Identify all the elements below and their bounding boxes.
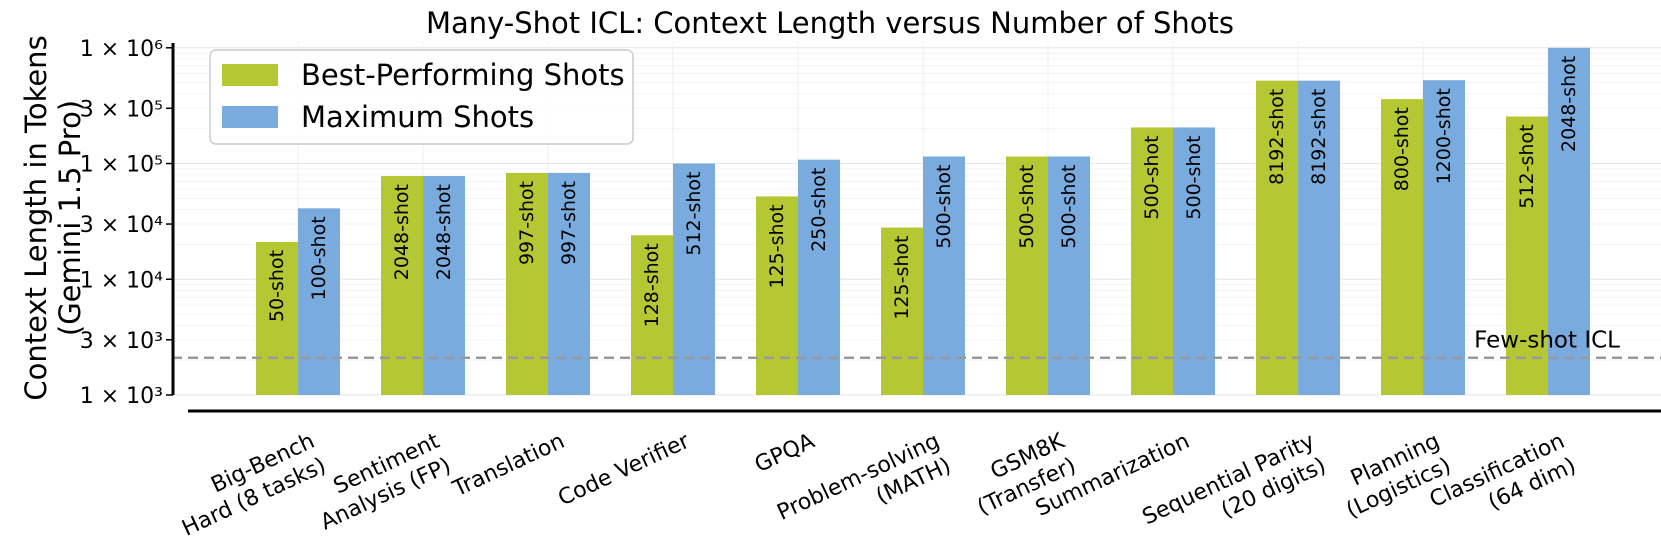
bar-maximum-4 (798, 159, 840, 395)
bar-best-performing-6 (1006, 156, 1048, 395)
x-tick-label-line: Code Verifier (554, 428, 694, 511)
bar-label: 800-shot (1391, 107, 1413, 191)
bar-label: 2048-shot (433, 184, 455, 280)
bar-maximum-2 (548, 172, 590, 395)
x-tick-label: GPQA (751, 429, 818, 478)
bar-maximum-6 (1048, 156, 1090, 395)
bar-label: 1200-shot (1433, 88, 1455, 184)
bar-label: 50-shot (266, 250, 288, 322)
bar-label: 512-shot (1516, 124, 1538, 208)
legend: Best-Performing Shots Maximum Shots (209, 49, 634, 145)
bar-label: 8192-shot (1308, 89, 1330, 185)
bar-label: 100-shot (308, 216, 330, 300)
bar-best-performing-9 (1381, 99, 1423, 396)
y-axis-label-line-1: Context Length in Tokens (19, 35, 53, 400)
legend-swatch-best-performing (222, 64, 278, 86)
y-axis-label: Context Length in Tokens (Gemini 1.5 Pro… (19, 35, 87, 400)
bar-label: 2048-shot (391, 184, 413, 280)
bar-best-performing-8 (1256, 80, 1298, 395)
bar-best-performing-4 (756, 196, 798, 395)
y-tick-label: 1 × 10⁶ (80, 37, 163, 62)
bar-maximum-10 (1548, 47, 1590, 395)
y-tick-label: 3 × 10⁵ (80, 97, 163, 122)
bar-label: 500-shot (933, 165, 955, 249)
bar-label: 8192-shot (1266, 89, 1288, 185)
legend-frame (209, 49, 634, 145)
y-tick-label: 1 × 10⁵ (80, 153, 163, 178)
x-tick-label: Code Verifier (554, 428, 694, 511)
bar-best-performing-0 (256, 241, 298, 395)
bar-label: 500-shot (1141, 135, 1163, 219)
bar-label: 500-shot (1183, 135, 1205, 219)
bar-best-performing-5 (881, 227, 923, 395)
bars-layer: 50-shot 2048-shot 997-shot 128-shot 125-shot… (256, 47, 1590, 396)
y-tick-label: 1 × 10⁴ (80, 268, 163, 293)
y-axis-label-line-2: (Gemini 1.5 Pro) (53, 100, 87, 336)
bar-maximum-7 (1173, 127, 1215, 396)
bar-maximum-8 (1298, 80, 1340, 395)
bar-maximum-3 (673, 163, 715, 395)
bar-label: 500-shot (1016, 165, 1038, 249)
bar-label: 997-shot (558, 181, 580, 265)
bar-label: 125-shot (766, 204, 788, 288)
x-tick-label: Classification(64 dim) (1426, 429, 1580, 516)
bar-label: 128-shot (641, 243, 663, 327)
bar-best-performing-3 (631, 235, 673, 395)
x-tick-label-line: GPQA (751, 429, 818, 478)
bar-label: 2048-shot (1558, 56, 1580, 152)
legend-swatch-maximum (222, 106, 278, 128)
bar-label: 997-shot (516, 181, 538, 265)
bar-maximum-5 (923, 156, 965, 395)
bar-label: 500-shot (1058, 165, 1080, 249)
y-tick-label: 3 × 10³ (80, 329, 163, 354)
reference-line-layer: Few-shot ICL (172, 328, 1661, 359)
y-tick-label: 1 × 10³ (80, 384, 163, 409)
y-tick-label: 3 × 10⁴ (80, 213, 163, 238)
legend-label-best-performing: Best-Performing Shots (301, 58, 625, 92)
bar-label: 512-shot (683, 172, 705, 256)
bar-best-performing-7 (1131, 127, 1173, 396)
few-shot-reference-label: Few-shot ICL (1474, 328, 1620, 354)
bar-best-performing-10 (1506, 116, 1548, 395)
bar-label: 125-shot (891, 236, 913, 320)
x-tick-label-line: Translation (448, 429, 568, 503)
bar-maximum-9 (1423, 80, 1465, 396)
legend-label-maximum: Maximum Shots (301, 100, 534, 134)
x-tick-label: Translation (448, 429, 568, 503)
chart-title: Many-Shot ICL: Context Length versus Num… (426, 6, 1234, 40)
bar-label: 250-shot (808, 168, 830, 252)
bar-maximum-0 (298, 208, 340, 395)
